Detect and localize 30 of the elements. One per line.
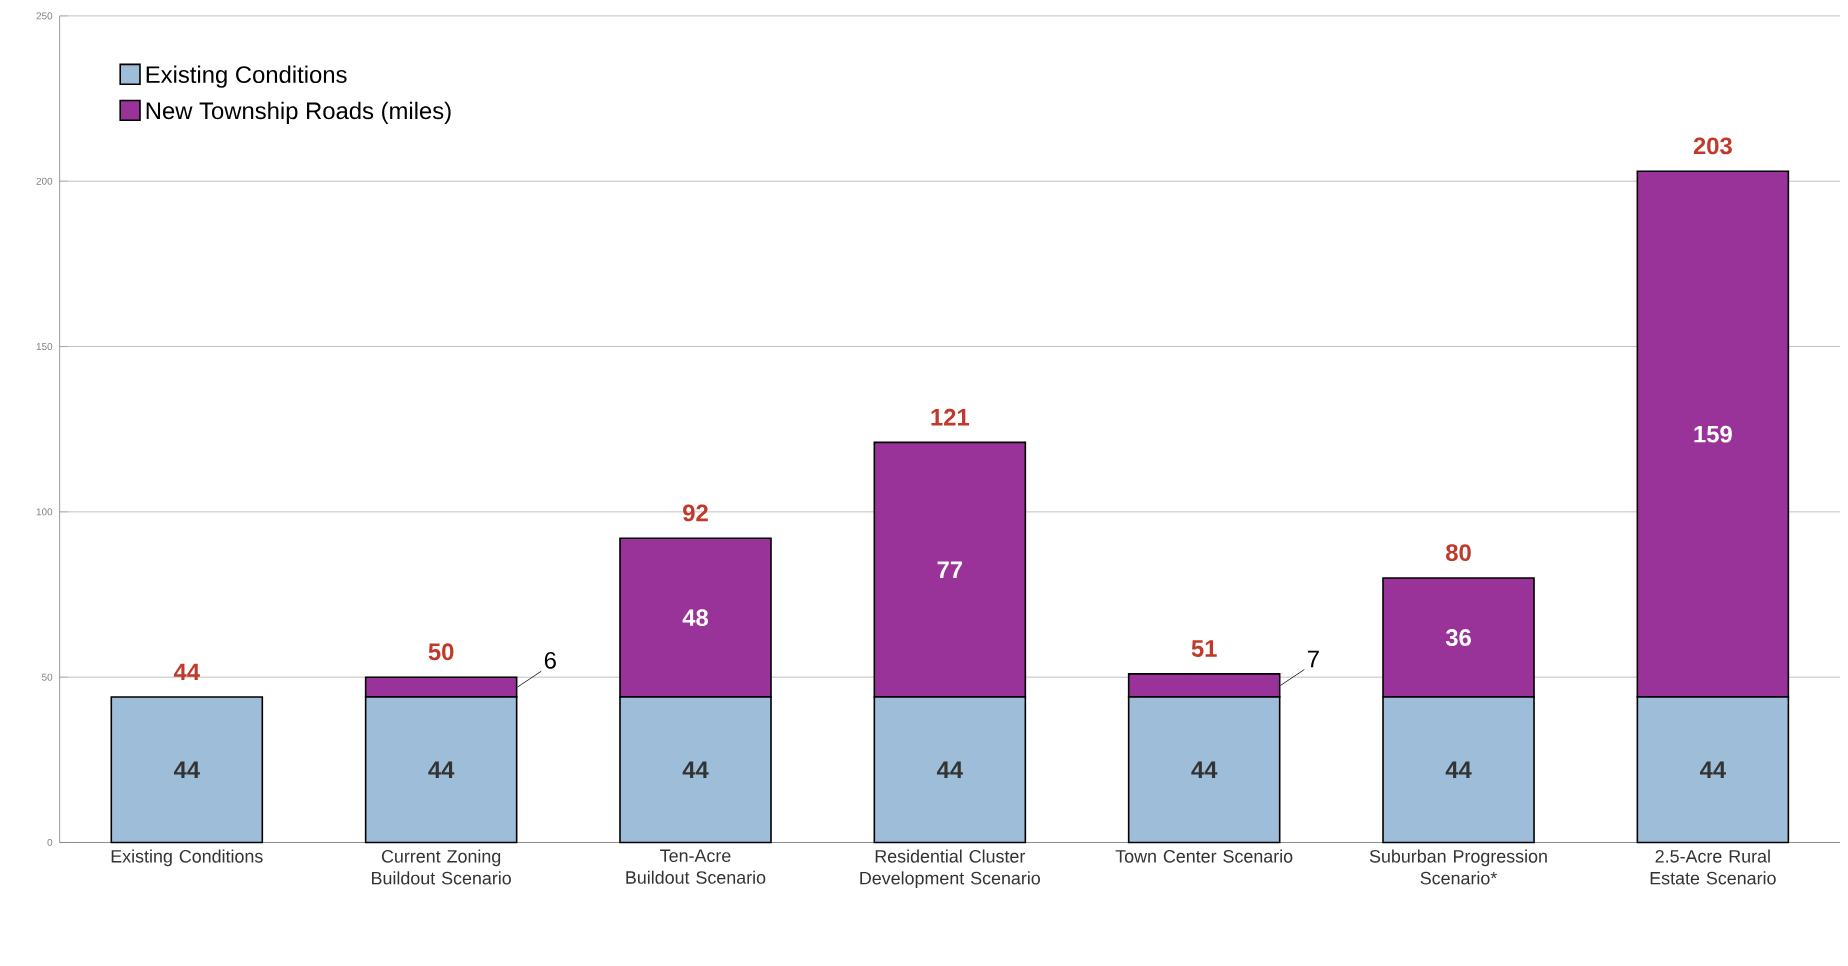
total-label: 50: [428, 643, 454, 661]
x-tick-label: 2.5-Acre Rural Estate Scenario: [1650, 849, 1776, 885]
total-label: 121: [931, 408, 970, 426]
total-label: 44: [173, 663, 200, 681]
data-label: 77: [937, 561, 963, 579]
total-label: 203: [1693, 137, 1732, 155]
data-label: 44: [682, 761, 709, 779]
total-label: 80: [1446, 544, 1471, 562]
data-label: 6: [544, 652, 556, 669]
x-tick-label: Town Center Scenario: [1115, 849, 1293, 863]
data-label: 44: [428, 761, 455, 779]
data-label: 44: [1699, 761, 1726, 779]
data-label: 44: [173, 761, 200, 779]
data-label: 159: [1694, 425, 1732, 443]
data-label: 7: [1307, 650, 1319, 668]
total-label: 51: [1191, 640, 1217, 658]
legend-label: Existing Conditions: [146, 65, 347, 88]
x-tick-label: Ten-Acre Buildout Scenario: [626, 849, 766, 885]
data-label: 44: [1445, 761, 1472, 779]
total-label: 92: [683, 504, 708, 522]
x-tick-label: Residential Cluster Development Scenario: [860, 849, 1040, 889]
x-tick-label: Current Zoning Buildout Scenario: [372, 849, 511, 885]
legend-label: New Township Roads (miles): [146, 101, 451, 125]
x-tick-label: Existing Conditions: [111, 849, 263, 867]
bar: [110, 696, 264, 844]
data-label: 36: [1445, 629, 1471, 647]
data-label: 44: [1191, 761, 1218, 779]
data-label: 48: [682, 609, 709, 627]
x-tick-label: Suburban Progression Scenario*: [1369, 849, 1547, 885]
data-label: 44: [936, 761, 963, 779]
